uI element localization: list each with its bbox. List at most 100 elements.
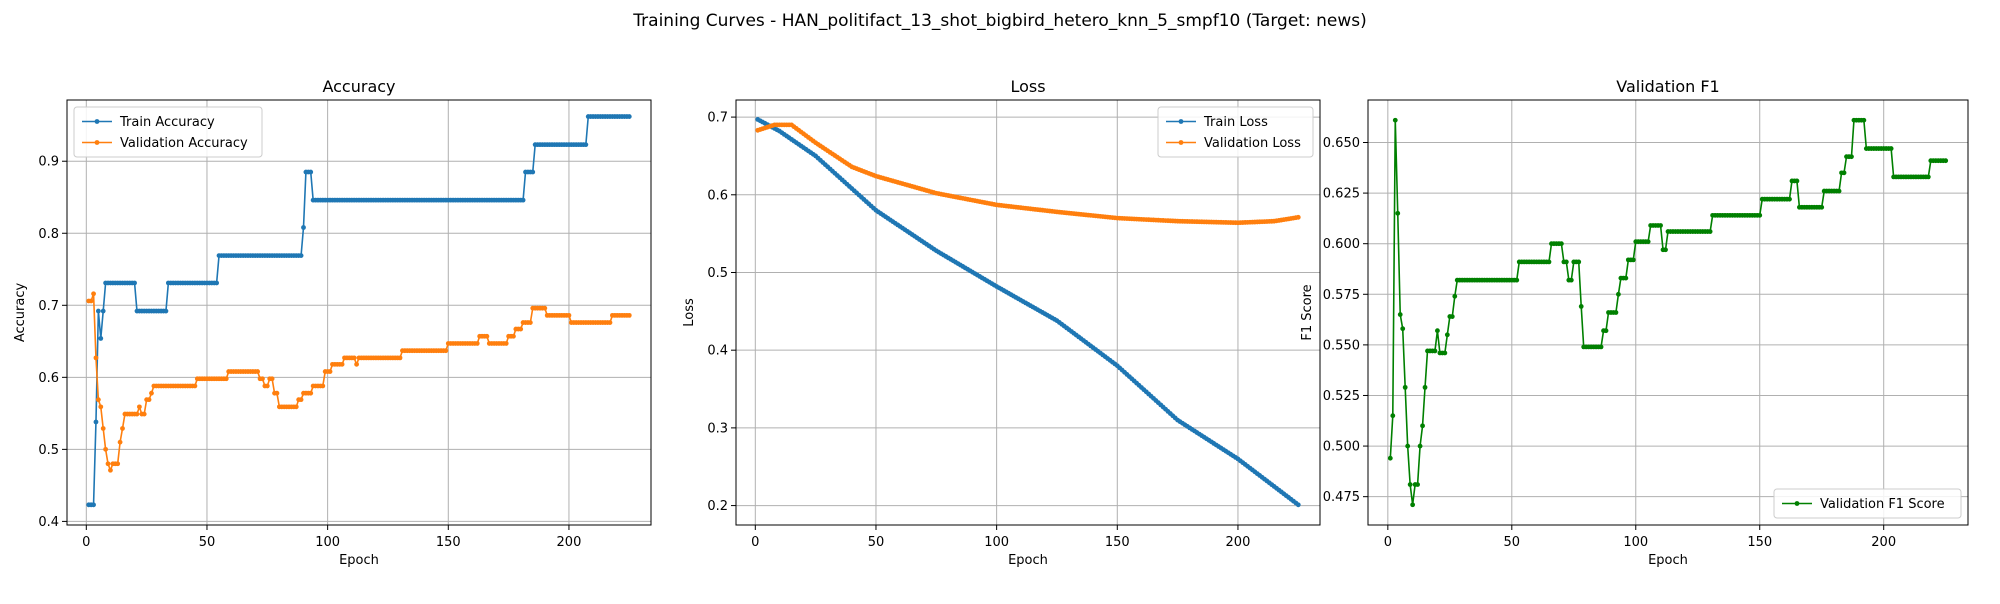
data-point: [1623, 275, 1629, 281]
data-point: [320, 383, 326, 389]
figure-title: Training Curves - HAN_politifact_13_shot…: [632, 11, 1366, 31]
data-point: [91, 291, 96, 297]
data-point: [542, 305, 548, 311]
data-point: [1395, 210, 1401, 216]
y-tick-label: 0.8: [38, 227, 59, 242]
data-point: [1757, 212, 1763, 218]
data-point: [1861, 117, 1867, 123]
data-point: [1841, 170, 1847, 176]
data-point: [132, 280, 137, 286]
data-point: [1410, 502, 1416, 508]
series-line: [88, 293, 630, 473]
y-tick-label: 0.650: [1323, 136, 1360, 151]
data-point: [1568, 277, 1574, 283]
data-point: [141, 411, 147, 417]
series-line: [1389, 119, 1946, 505]
data-point: [503, 341, 509, 346]
data-point: [1402, 384, 1408, 390]
data-point: [518, 326, 524, 332]
data-point: [223, 376, 229, 382]
data-point: [339, 361, 345, 367]
y-tick-label: 0.3: [707, 421, 728, 436]
data-point: [327, 369, 333, 374]
series-1: [1387, 117, 1949, 508]
data-point: [1663, 247, 1668, 253]
data-point: [260, 376, 265, 382]
data-point: [1514, 277, 1520, 283]
data-point: [1576, 259, 1582, 265]
axes-frame: [735, 99, 1321, 526]
legend-marker: [1178, 119, 1184, 124]
data-point: [1819, 204, 1825, 210]
x-tick-label: 50: [868, 535, 885, 550]
data-point: [274, 390, 280, 396]
data-point: [351, 355, 357, 361]
data-point: [1598, 344, 1604, 350]
legend-label: Validation Loss: [1204, 136, 1301, 151]
legend-label: Validation F1 Score: [1820, 497, 1945, 512]
subplot-3: 0 50 100 150 200 0.475 0.500 0.525 0.550 0.575 0.6…: [1300, 77, 1969, 568]
x-tick-label: 50: [1504, 535, 1521, 550]
data-point: [95, 397, 101, 403]
y-tick-label: 0.500: [1323, 440, 1360, 455]
x-axis-label: Epoch: [339, 553, 379, 568]
data-point: [1417, 443, 1423, 449]
y-tick-label: 0.7: [707, 111, 728, 126]
data-point: [354, 361, 359, 367]
x-axis-label: Epoch: [1008, 553, 1048, 568]
x-tick-label: 150: [436, 535, 461, 550]
data-point: [100, 308, 106, 314]
data-point: [474, 341, 480, 346]
y-axis-label: Loss: [682, 298, 697, 327]
data-point: [120, 426, 125, 431]
x-tick-label: 100: [1623, 535, 1648, 550]
data-point: [255, 369, 261, 374]
y-tick-label: 0.4: [707, 344, 728, 359]
y-tick-label: 0.5: [38, 443, 59, 458]
legend-box: [1773, 488, 1962, 519]
data-point: [214, 280, 220, 286]
data-point: [583, 142, 589, 148]
data-point: [1794, 178, 1800, 184]
subplot-title: Validation F1: [1616, 77, 1719, 96]
legend-marker: [1178, 140, 1184, 145]
data-point: [1787, 196, 1792, 202]
x-tick-label: 200: [557, 535, 582, 550]
data-point: [298, 253, 304, 258]
subplot-title: Accuracy: [322, 77, 395, 96]
legend-box: [73, 106, 263, 158]
x-tick-label: 0: [1384, 535, 1392, 550]
data-point: [1645, 239, 1651, 245]
legend-label: Validation Accuracy: [120, 136, 248, 151]
data-point: [88, 298, 94, 304]
series-line: [88, 115, 630, 506]
y-tick-label: 0.6: [38, 371, 59, 386]
data-point: [1435, 328, 1440, 334]
data-point: [511, 333, 516, 339]
y-tick-label: 0.475: [1323, 490, 1360, 505]
y-tick-label: 0.7: [38, 299, 59, 314]
y-axis-label: Accuracy: [13, 283, 28, 343]
x-tick-label: 0: [82, 535, 90, 550]
data-point: [397, 355, 403, 361]
data-point: [1387, 455, 1393, 461]
data-point: [484, 333, 490, 339]
legend: Validation F1 Score: [1773, 488, 1962, 519]
data-point: [1444, 332, 1450, 338]
legend: Train Accuracy Validation Accuracy: [73, 106, 263, 158]
subplot-1: 0 50 100 150 200 0.4 0.5 0.6 0.7 0.8 0.9 Accuracy Ep…: [13, 77, 652, 568]
y-tick-label: 0.600: [1323, 237, 1360, 252]
legend-marker: [1794, 501, 1800, 506]
data-point: [1390, 413, 1396, 419]
series-1: [755, 117, 1301, 508]
data-point: [1432, 348, 1438, 354]
data-point: [105, 461, 111, 467]
data-point: [308, 390, 314, 396]
legend-marker: [94, 119, 100, 124]
data-point: [117, 439, 123, 445]
x-tick-label: 200: [1871, 535, 1896, 550]
data-point: [95, 308, 101, 314]
data-point: [520, 197, 526, 203]
data-point: [98, 404, 104, 410]
